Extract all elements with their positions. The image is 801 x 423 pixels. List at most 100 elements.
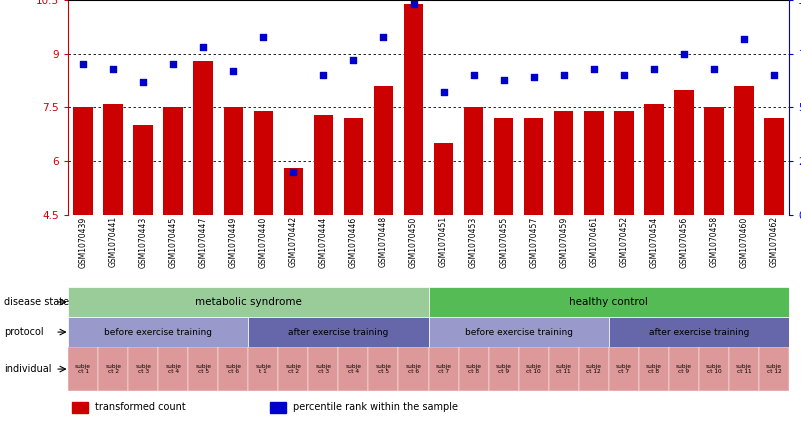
Bar — [704, 107, 723, 215]
Bar — [464, 107, 483, 215]
Bar — [368, 347, 399, 391]
Bar — [158, 347, 188, 391]
Point — [137, 78, 150, 85]
Text: subje
ct 2: subje ct 2 — [285, 364, 301, 374]
Point — [77, 61, 90, 68]
Bar — [308, 347, 339, 391]
Bar — [764, 118, 783, 215]
Bar — [584, 111, 603, 215]
Point — [678, 50, 690, 57]
Text: GSM1070455: GSM1070455 — [499, 216, 508, 268]
Text: subje
t 1: subje t 1 — [256, 364, 272, 374]
Text: subje
ct 3: subje ct 3 — [135, 364, 151, 374]
Text: GSM1070442: GSM1070442 — [289, 216, 298, 267]
Text: subje
ct 7: subje ct 7 — [616, 364, 632, 374]
Text: subje
ct 9: subje ct 9 — [676, 364, 692, 374]
Text: percentile rank within the sample: percentile rank within the sample — [293, 402, 458, 412]
Point — [227, 68, 239, 74]
Bar — [314, 115, 333, 215]
Bar — [429, 287, 789, 317]
Bar — [194, 61, 213, 215]
Text: before exercise training: before exercise training — [104, 327, 212, 337]
Bar — [698, 347, 729, 391]
Bar — [284, 168, 303, 215]
Bar — [248, 317, 429, 347]
Bar — [218, 347, 248, 391]
Bar — [74, 107, 93, 215]
Bar — [494, 118, 513, 215]
Bar — [674, 90, 694, 215]
Text: subje
ct 10: subje ct 10 — [525, 364, 541, 374]
Text: GSM1070459: GSM1070459 — [559, 216, 568, 268]
Bar — [729, 347, 759, 391]
Point — [738, 35, 751, 42]
Text: subje
ct 7: subje ct 7 — [436, 364, 452, 374]
Text: subje
ct 8: subje ct 8 — [646, 364, 662, 374]
Text: GSM1070441: GSM1070441 — [109, 216, 118, 267]
Point — [347, 57, 360, 63]
Bar — [134, 125, 153, 215]
Text: GSM1070444: GSM1070444 — [319, 216, 328, 268]
Text: GSM1070447: GSM1070447 — [199, 216, 207, 268]
Bar — [223, 107, 243, 215]
Text: disease state: disease state — [4, 297, 69, 307]
Point — [287, 168, 300, 175]
Text: GSM1070453: GSM1070453 — [469, 216, 478, 268]
Point — [587, 66, 600, 72]
Point — [497, 76, 510, 83]
Bar — [103, 104, 123, 215]
Text: transformed count: transformed count — [95, 402, 186, 412]
Bar — [374, 86, 393, 215]
Text: GSM1070452: GSM1070452 — [619, 216, 628, 267]
Text: GSM1070440: GSM1070440 — [259, 216, 268, 268]
Text: subje
ct 4: subje ct 4 — [345, 364, 361, 374]
Bar — [434, 143, 453, 215]
Point — [377, 33, 390, 40]
Text: subje
ct 12: subje ct 12 — [586, 364, 602, 374]
Bar — [254, 111, 273, 215]
Bar — [68, 317, 248, 347]
Bar — [639, 347, 669, 391]
Bar — [549, 347, 578, 391]
Text: GSM1070451: GSM1070451 — [439, 216, 448, 267]
Bar — [279, 347, 308, 391]
Bar — [669, 347, 698, 391]
Text: GSM1070443: GSM1070443 — [139, 216, 147, 268]
Text: subje
ct 9: subje ct 9 — [496, 364, 512, 374]
Text: subje
ct 5: subje ct 5 — [376, 364, 392, 374]
Bar — [524, 118, 543, 215]
Text: subje
ct 5: subje ct 5 — [195, 364, 211, 374]
Text: subje
ct 6: subje ct 6 — [225, 364, 241, 374]
Bar — [578, 347, 609, 391]
Text: subje
ct 11: subje ct 11 — [556, 364, 572, 374]
Text: GSM1070446: GSM1070446 — [349, 216, 358, 268]
Text: GSM1070450: GSM1070450 — [409, 216, 418, 268]
Text: subje
ct 1: subje ct 1 — [75, 364, 91, 374]
Point — [257, 33, 270, 40]
Point — [167, 61, 179, 68]
Bar — [429, 317, 609, 347]
Text: GSM1070439: GSM1070439 — [78, 216, 87, 268]
Point — [767, 72, 780, 79]
Point — [647, 66, 660, 72]
Bar — [188, 347, 218, 391]
Text: GSM1070460: GSM1070460 — [739, 216, 748, 268]
Text: individual: individual — [4, 364, 51, 374]
Text: GSM1070456: GSM1070456 — [679, 216, 688, 268]
Text: subje
ct 4: subje ct 4 — [165, 364, 181, 374]
Point — [407, 1, 420, 8]
Bar — [759, 347, 789, 391]
Bar — [458, 347, 489, 391]
Text: GSM1070449: GSM1070449 — [229, 216, 238, 268]
Point — [707, 66, 720, 72]
Text: subje
ct 8: subje ct 8 — [465, 364, 481, 374]
Bar — [344, 118, 363, 215]
Text: subje
ct 3: subje ct 3 — [316, 364, 332, 374]
Text: GSM1070445: GSM1070445 — [169, 216, 178, 268]
Text: subje
ct 11: subje ct 11 — [736, 364, 752, 374]
Text: after exercise training: after exercise training — [649, 327, 749, 337]
Bar — [644, 104, 663, 215]
Bar — [735, 86, 754, 215]
Text: healthy control: healthy control — [570, 297, 648, 307]
Point — [437, 89, 450, 96]
